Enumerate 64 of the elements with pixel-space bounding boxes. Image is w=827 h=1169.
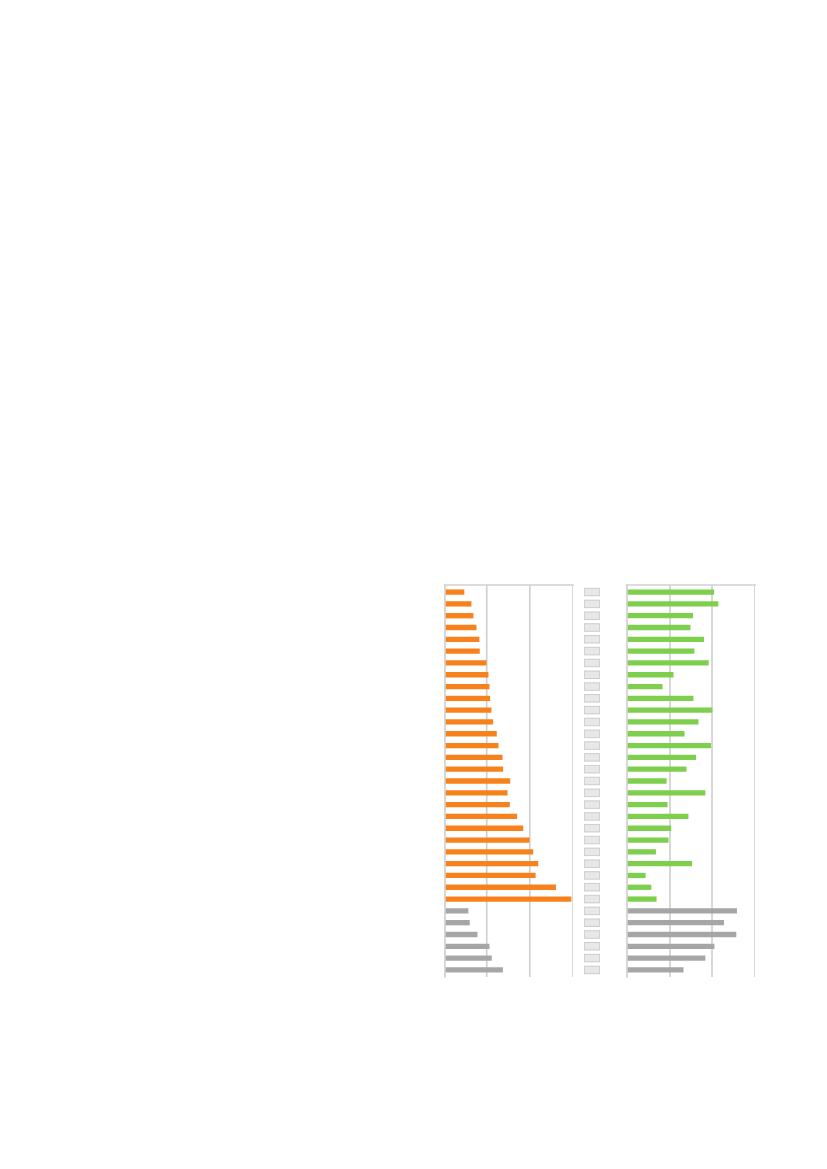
bar [445,589,465,595]
bar [445,778,511,784]
bar [627,908,737,914]
bar [627,754,697,761]
bar [445,672,489,678]
bar [627,872,646,879]
bar [627,837,669,843]
bar [627,589,715,595]
bar [445,754,503,761]
bar [445,931,478,938]
bar [627,766,687,772]
bar [445,601,472,607]
bar [445,849,534,855]
bar [627,920,724,926]
bar [445,648,480,654]
bar [445,742,499,749]
bar [445,731,497,737]
bar [445,813,518,820]
bar [445,967,503,973]
bar [445,955,492,961]
bar [445,896,572,902]
bar [627,624,691,631]
bar [627,778,667,784]
bar [445,624,477,631]
bar [445,860,539,867]
bar [627,825,672,831]
bar [627,967,684,973]
bar [627,613,694,619]
bar [627,896,657,902]
bar [627,672,674,678]
bar [445,837,530,843]
bar [627,660,709,666]
bar [627,801,668,808]
bar [445,636,480,642]
bar [627,742,712,749]
bar [445,683,490,690]
bar [445,908,469,914]
bar [627,695,694,702]
bar [445,920,470,926]
bar [627,719,699,725]
bar [627,790,706,796]
bar [627,931,737,938]
bar [445,872,536,879]
bar [627,707,713,713]
bar [627,636,705,642]
bar [627,648,695,654]
bar [627,731,685,737]
bar [445,719,494,725]
bar [627,955,706,961]
bar [445,660,487,666]
bar [445,801,510,808]
bar [445,766,504,772]
bar [627,943,715,949]
bar [445,790,508,796]
bar [627,860,693,867]
bar [627,849,656,855]
bar [627,683,663,690]
bar [445,943,490,949]
bar [627,601,719,607]
bar [627,813,689,820]
bar [445,884,556,890]
bar [445,825,524,831]
bar [445,707,492,713]
bar [445,695,491,702]
